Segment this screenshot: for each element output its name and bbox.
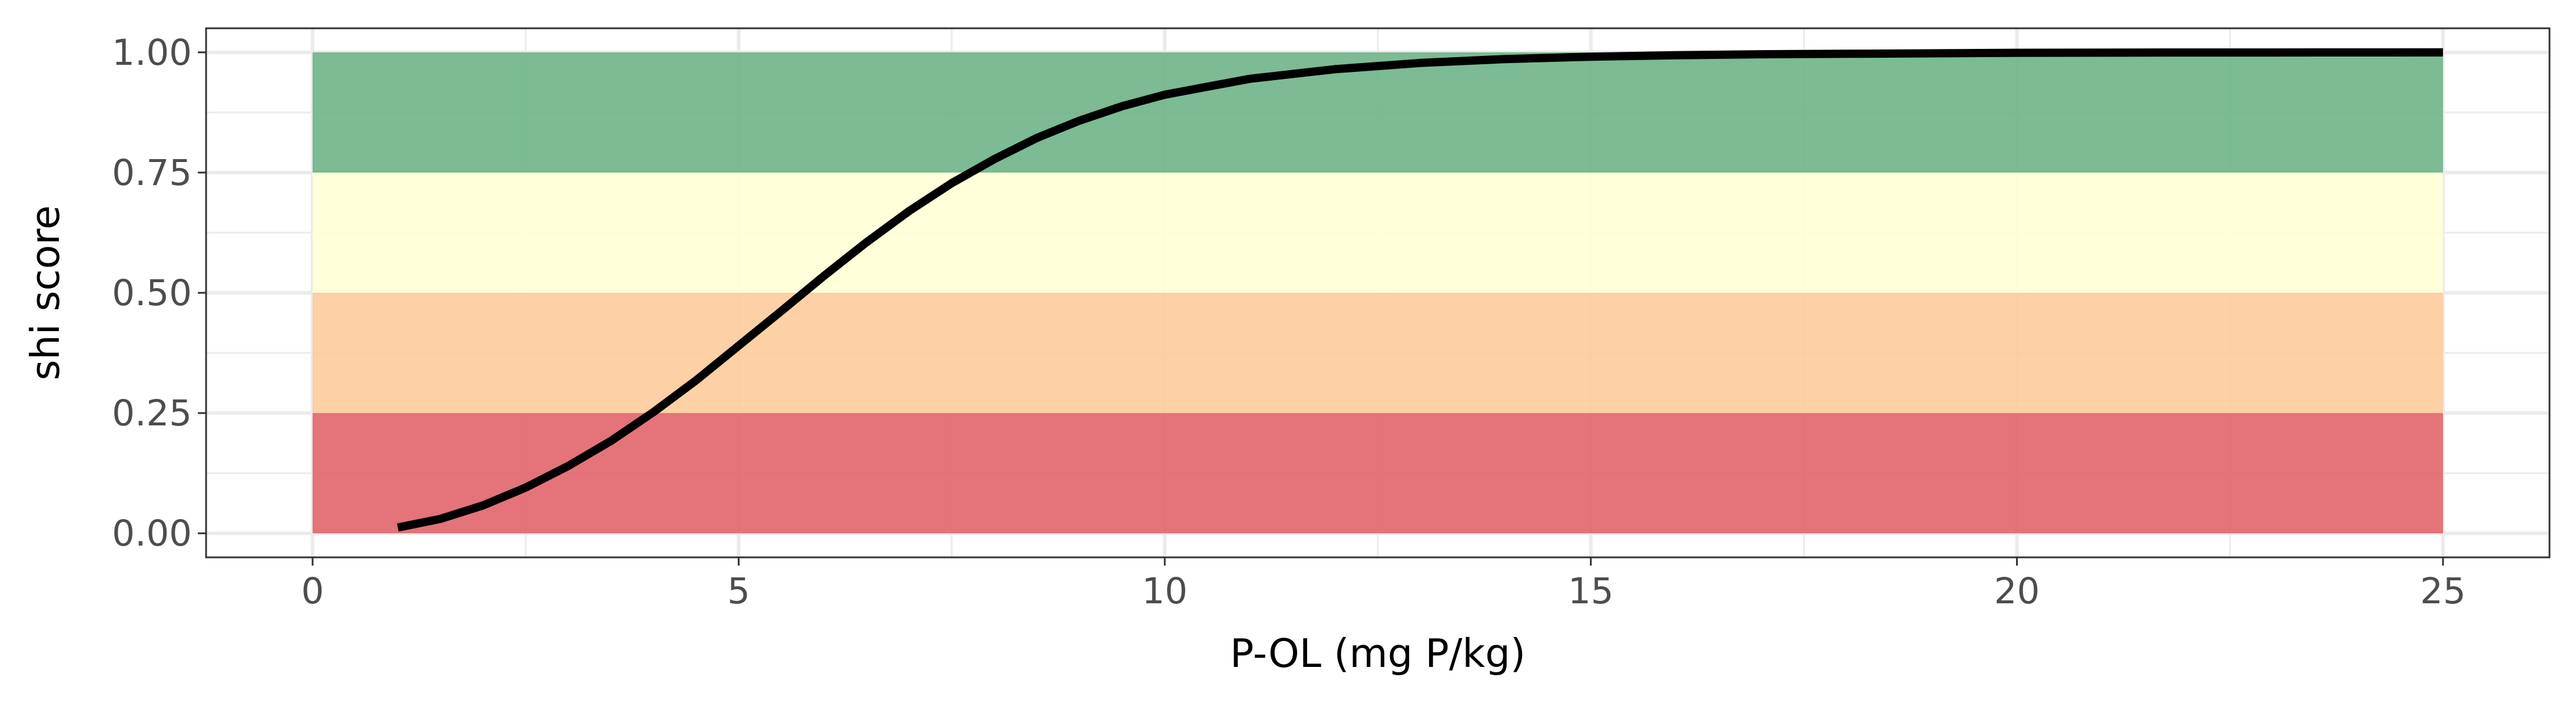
x-tick-label: 15 xyxy=(1568,570,1614,612)
y-tick-label: 0.25 xyxy=(112,392,192,434)
x-axis-title: P-OL (mg P/kg) xyxy=(1230,630,1526,676)
score-band-2 xyxy=(312,172,2444,293)
y-tick-label: 0.00 xyxy=(112,513,192,554)
x-tick-label: 0 xyxy=(301,570,324,612)
score-band-0 xyxy=(312,413,2444,534)
y-tick-label: 0.75 xyxy=(112,152,192,194)
series-lines xyxy=(397,48,2444,532)
x-tick-label: 10 xyxy=(1142,570,1188,612)
score-band-3 xyxy=(312,52,2444,173)
y-axis-title: shi score xyxy=(22,205,68,380)
y-tick-label: 1.00 xyxy=(112,32,192,74)
score-bands xyxy=(312,52,2444,534)
score-band-1 xyxy=(312,293,2444,414)
series-line-0 xyxy=(397,48,2444,532)
axis-ticks: 0 5 10 15 20 25 0.00 0.25 0.50 0.75 1.00 xyxy=(112,32,2466,612)
x-tick-label: 20 xyxy=(1994,570,2040,612)
y-tick-label: 0.50 xyxy=(112,272,192,314)
x-tick-label: 25 xyxy=(2420,570,2466,612)
x-tick-label: 5 xyxy=(727,570,750,612)
